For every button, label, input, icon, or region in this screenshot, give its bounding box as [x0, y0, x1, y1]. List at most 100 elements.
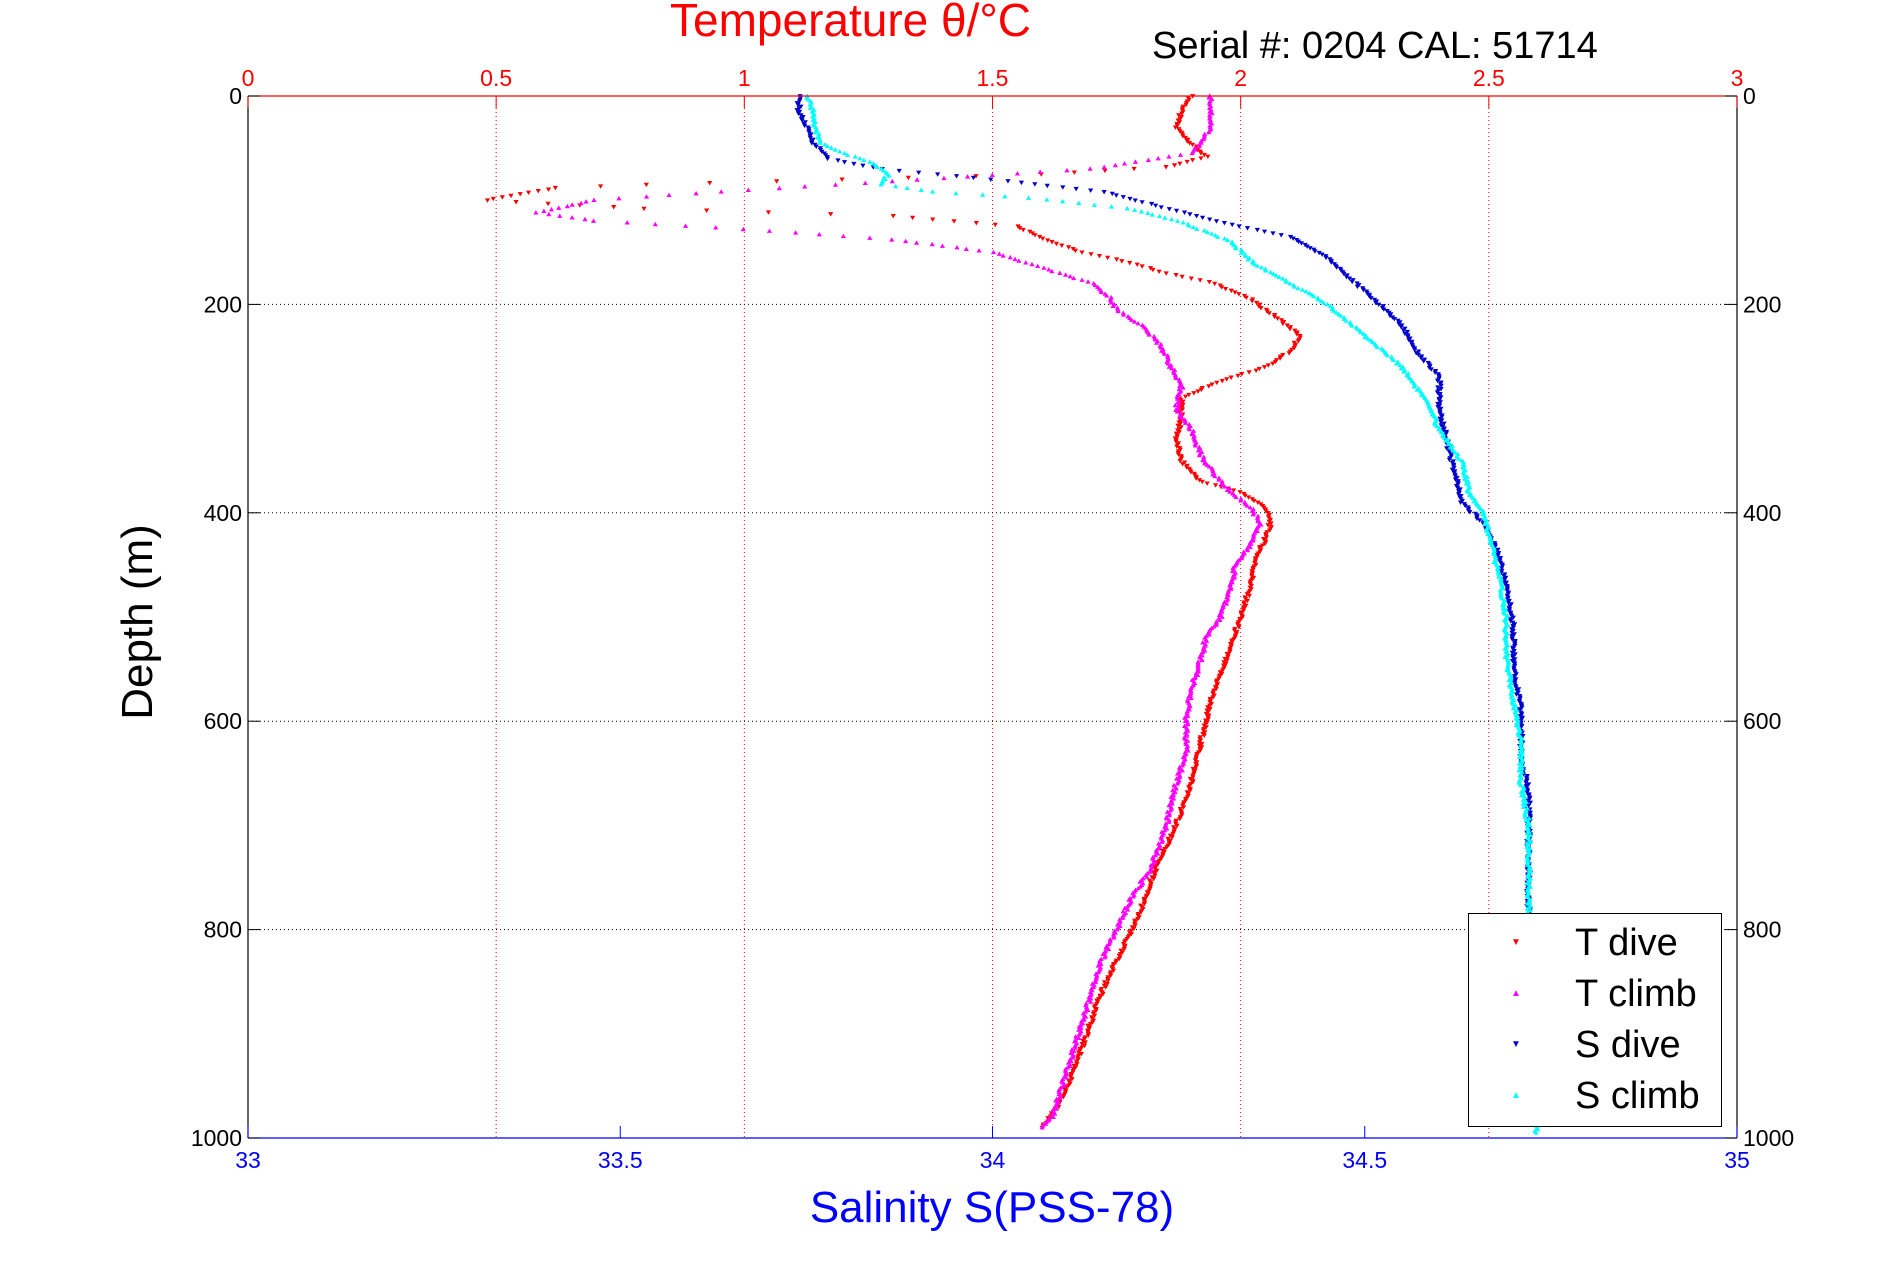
- data-point: [809, 141, 815, 146]
- data-point: [1108, 973, 1114, 979]
- data-point: [1524, 831, 1530, 836]
- data-point: [1513, 722, 1519, 728]
- data-point: [1506, 677, 1512, 683]
- data-point: [1205, 154, 1211, 160]
- data-point: [1491, 559, 1497, 564]
- data-point: [1446, 457, 1453, 463]
- data-point: [1499, 596, 1505, 601]
- data-point: [1098, 961, 1104, 966]
- data-point: [1181, 805, 1187, 810]
- data-point: [1384, 352, 1390, 358]
- data-point: [1267, 528, 1273, 533]
- data-point: [1185, 721, 1191, 727]
- data-point: [1222, 484, 1228, 489]
- data-point: [904, 185, 910, 191]
- data-point: [1195, 389, 1201, 394]
- data-point: [795, 102, 801, 108]
- data-point: [1212, 483, 1219, 488]
- data-point: [1002, 193, 1008, 199]
- data-point: [1076, 1035, 1082, 1041]
- data-point: [682, 223, 689, 228]
- data-point: [1188, 276, 1194, 281]
- data-point: [1187, 788, 1193, 793]
- data-point: [1167, 807, 1174, 813]
- data-point: [1471, 498, 1477, 504]
- data-point: [1224, 597, 1230, 603]
- data-point: [1166, 364, 1172, 369]
- data-point: [552, 185, 558, 191]
- data-point: [1125, 907, 1131, 912]
- data-point: [569, 202, 575, 207]
- data-point: [889, 237, 895, 242]
- data-point: [1510, 706, 1517, 711]
- data-point: [1500, 606, 1506, 611]
- data-point: [1175, 423, 1181, 429]
- data-point: [1195, 669, 1202, 674]
- data-point: [795, 111, 802, 116]
- data-point: [1029, 261, 1035, 267]
- data-point: [499, 195, 505, 200]
- data-point: [1254, 300, 1260, 306]
- data-point: [1025, 195, 1032, 200]
- legend-marker-t-dive: ▼: [1511, 937, 1521, 948]
- data-point: [1394, 361, 1400, 366]
- data-point: [1251, 261, 1258, 267]
- data-point: [1415, 352, 1422, 358]
- x-axis-label: Salinity S(PSS-78): [810, 1183, 1174, 1232]
- data-point: [1175, 218, 1181, 223]
- data-point: [1053, 1098, 1059, 1103]
- data-point: [1182, 718, 1189, 724]
- data-point: [1081, 1043, 1088, 1049]
- data-point: [1231, 636, 1237, 642]
- data-point: [935, 172, 941, 177]
- data-point: [1294, 332, 1300, 337]
- data-point: [1036, 234, 1043, 240]
- data-point: [1527, 884, 1533, 889]
- data-point: [1338, 313, 1344, 318]
- data-point: [1509, 637, 1515, 642]
- data-point: [1149, 212, 1155, 217]
- data-point: [1078, 1025, 1084, 1031]
- series-t-climb: [533, 93, 1264, 1130]
- data-point: [1173, 208, 1180, 214]
- data-point: [1076, 1027, 1082, 1032]
- data-point: [1303, 288, 1309, 294]
- data-point: [1103, 945, 1109, 950]
- data-point: [535, 189, 541, 194]
- data-point: [564, 203, 570, 209]
- data-point: [1087, 166, 1093, 171]
- data-point: [1455, 492, 1462, 497]
- data-point: [1130, 894, 1136, 899]
- data-point: [1201, 733, 1207, 738]
- data-point: [1105, 255, 1111, 261]
- data-point: [1129, 317, 1135, 322]
- data-point: [1163, 165, 1169, 170]
- top-axis-tick-label: 0.5: [480, 65, 512, 91]
- data-point: [1255, 500, 1261, 505]
- data-point: [1243, 295, 1249, 301]
- data-point: [1242, 493, 1248, 499]
- data-point: [1174, 823, 1180, 828]
- data-point: [1320, 300, 1327, 305]
- data-point: [1186, 392, 1192, 398]
- data-point: [1254, 263, 1260, 268]
- data-point: [1053, 241, 1060, 247]
- data-point: [1049, 268, 1055, 274]
- data-point: [1206, 632, 1212, 637]
- data-point: [1173, 439, 1179, 445]
- data-point: [1071, 170, 1077, 175]
- data-point: [1278, 233, 1284, 238]
- data-point: [1525, 909, 1531, 914]
- data-point: [1063, 1075, 1069, 1080]
- data-point: [1205, 705, 1211, 710]
- data-point: [1075, 1050, 1082, 1055]
- data-point: [533, 210, 539, 215]
- data-point: [1189, 158, 1196, 163]
- right-axis-tick-label: 800: [1743, 917, 1781, 943]
- data-point: [1188, 470, 1194, 475]
- data-point: [1088, 252, 1094, 257]
- data-point: [1283, 279, 1289, 284]
- data-point: [1132, 923, 1138, 929]
- data-point: [1060, 185, 1066, 190]
- data-point: [992, 222, 998, 228]
